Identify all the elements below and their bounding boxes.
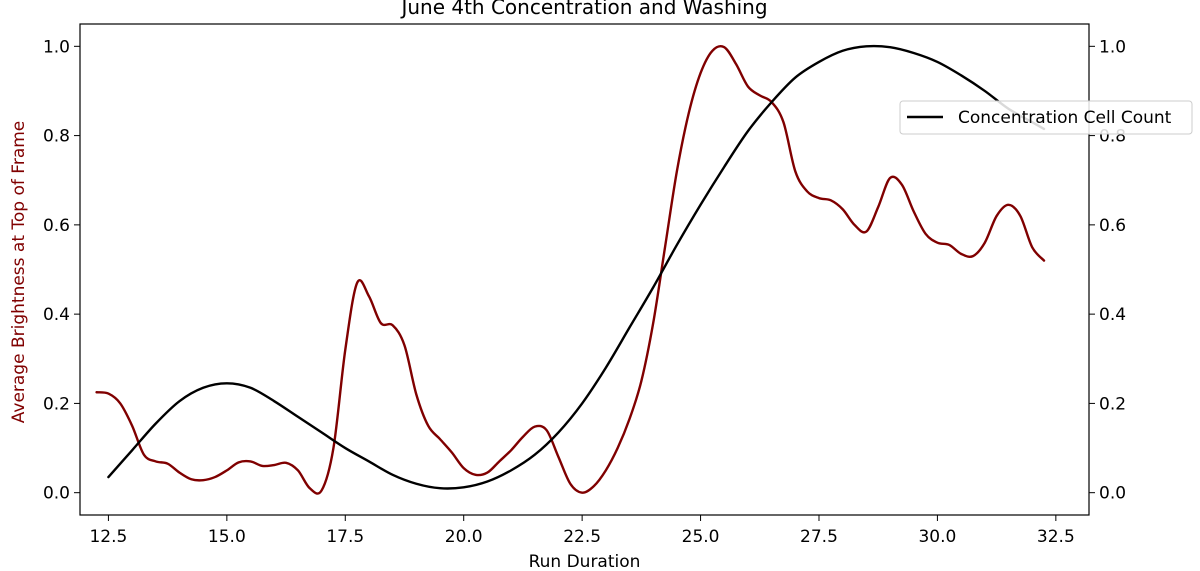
- left-axis-ticks: 0.0 0.2 0.4 0.6 0.8 1.0: [43, 37, 80, 504]
- x-axis-ticks: 12.5 15.0 17.5 20.0 22.5 25.0 27.5 30.0 32.5: [89, 515, 1075, 547]
- legend-box: [899, 100, 1193, 135]
- x-tick-label: 17.5: [326, 527, 364, 547]
- x-tick-label: 32.5: [1037, 527, 1075, 547]
- x-tick-label: 20.0: [445, 527, 483, 547]
- x-tick-label: 30.0: [918, 527, 956, 547]
- chart-title: June 4th Concentration and Washing: [399, 0, 767, 19]
- x-tick-label: 15.0: [208, 527, 246, 547]
- left-y-tick-label: 0.2: [43, 394, 70, 414]
- series-brightness-line: [95, 45, 1046, 495]
- left-y-tick-label: 0.0: [43, 484, 70, 504]
- right-y-tick-label: 0.4: [1099, 305, 1126, 325]
- right-y-tick-label: 0.6: [1099, 216, 1126, 236]
- legend: Concentration Cell Count: [899, 100, 1193, 135]
- plot-frame: [79, 23, 1090, 516]
- left-y-tick-label: 0.4: [43, 305, 70, 325]
- series-layer: [95, 44, 1046, 495]
- x-tick-label: 25.0: [682, 527, 720, 547]
- right-y-tick-label: 0.2: [1099, 394, 1126, 414]
- legend-label-cell-count: Concentration Cell Count: [958, 108, 1172, 128]
- x-axis-label: Run Duration: [529, 552, 641, 571]
- x-tick-label: 27.5: [800, 527, 838, 547]
- left-y-tick-label: 0.6: [43, 216, 70, 236]
- right-y-tick-label: 0.0: [1099, 484, 1126, 504]
- x-tick-label: 22.5: [563, 527, 601, 547]
- series-cell-count-line: [107, 44, 1046, 490]
- x-tick-label: 12.5: [89, 527, 127, 547]
- left-axis-label: Average Brightness at Top of Frame: [9, 121, 29, 424]
- left-y-tick-label: 0.8: [43, 127, 70, 147]
- left-y-tick-label: 1.0: [43, 37, 70, 57]
- right-y-tick-label: 1.0: [1099, 37, 1126, 57]
